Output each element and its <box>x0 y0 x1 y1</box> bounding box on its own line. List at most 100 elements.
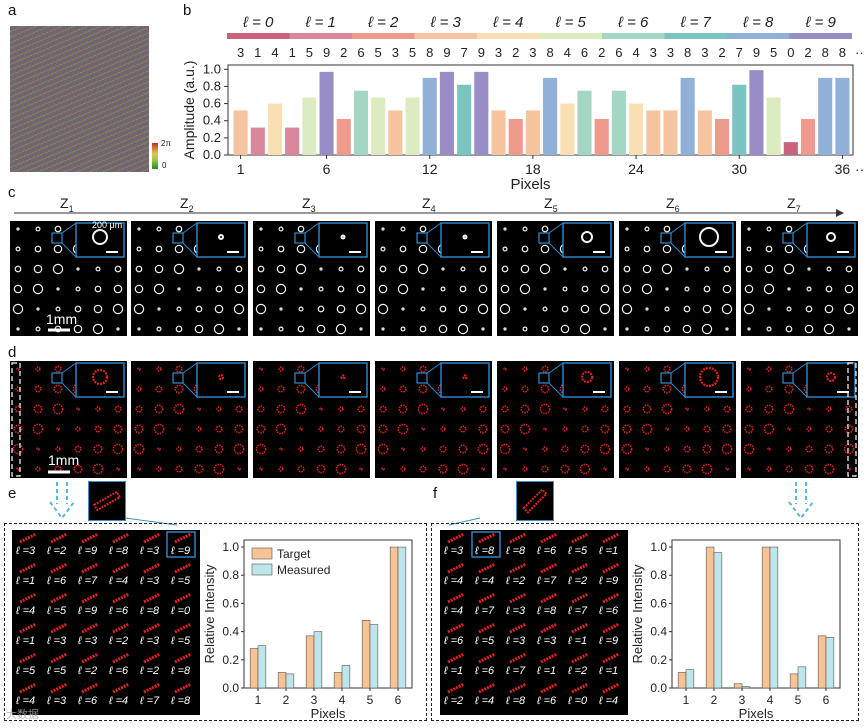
red-ring-spot <box>684 426 690 432</box>
ell-grid-label: ℓ =8 <box>139 605 160 617</box>
ell-value-label: 4 <box>632 45 639 60</box>
ring-spot <box>665 287 669 291</box>
ring-spot <box>377 303 389 315</box>
red-ring-spot <box>33 404 43 414</box>
red-ring-spot <box>35 366 41 372</box>
ell-value-label: 4 <box>271 45 278 60</box>
ell-grid-label: ℓ =1 <box>15 575 35 587</box>
bar <box>305 635 315 689</box>
red-ring-spot <box>137 367 141 371</box>
panel-label-f: f <box>433 485 438 502</box>
ring-spot <box>336 304 346 314</box>
red-ring-spot <box>175 365 183 373</box>
bar <box>302 97 317 155</box>
bar <box>800 119 816 155</box>
red-ring-spot <box>643 385 651 393</box>
red-ring-spot <box>276 404 286 414</box>
y-tick-label: 0.2 <box>222 653 239 667</box>
ell-grid-label: ℓ =8 <box>170 665 191 677</box>
ring-spot <box>520 264 530 274</box>
red-ring-spot <box>295 403 307 415</box>
ring-spot <box>235 265 243 273</box>
red-ring-spot <box>197 407 201 411</box>
ell-value-label: 9 <box>478 45 485 60</box>
red-mode-pattern <box>602 532 620 544</box>
ring-spot <box>582 266 588 272</box>
ell-label: ℓ = 9 <box>805 14 837 31</box>
ring-spot <box>581 285 589 293</box>
zoom-source-box <box>782 232 794 244</box>
ring-spot <box>53 244 63 254</box>
intensity-image-simulated <box>10 221 127 336</box>
x-ellipsis: ··· <box>855 161 865 177</box>
red-mode-pattern <box>112 682 130 694</box>
ring-spot <box>215 285 223 293</box>
ring-spot <box>481 327 485 331</box>
red-mode-pattern <box>81 562 99 574</box>
ring-spot <box>744 284 754 294</box>
red-ring-spot <box>279 447 283 451</box>
red-ring-spot <box>804 464 814 474</box>
inset-scalebar-label: 200 μm <box>92 220 123 230</box>
ell-label: ℓ = 4 <box>492 14 523 31</box>
zoom-source-box <box>294 232 306 244</box>
y-tick-label: 0.0 <box>222 681 239 695</box>
red-mode-pattern <box>478 682 496 694</box>
ell-grid-label: ℓ =6 <box>108 605 129 617</box>
ring-spot <box>621 303 633 315</box>
ell-grid-label: ℓ =6 <box>474 665 495 677</box>
legend-swatch <box>251 563 273 576</box>
red-ring-spot <box>785 365 793 373</box>
red-ring-spot <box>135 405 143 413</box>
ring-spot <box>94 285 102 293</box>
red-ring-spot <box>807 407 811 411</box>
intensity-image-measured <box>619 361 736 478</box>
ell-grid-label: ℓ =1 <box>536 665 556 677</box>
ring-spot <box>421 287 425 291</box>
ring-spot <box>275 283 287 295</box>
bar <box>341 665 351 689</box>
y-tick-label: 0.2 <box>203 130 221 145</box>
red-ring-spot <box>75 426 81 432</box>
red-ring-spot <box>787 427 791 431</box>
x-tick-label: 5 <box>367 693 374 707</box>
ell-grid-label: ℓ =6 <box>77 695 98 707</box>
red-mode-pattern <box>509 622 527 634</box>
plot-frame <box>227 64 854 156</box>
red-mode-pattern <box>19 562 37 574</box>
bar <box>818 77 833 155</box>
ring-spot <box>503 227 507 231</box>
red-mode-pattern <box>571 622 589 634</box>
ell-grid-label: ℓ =8 <box>108 545 129 557</box>
red-ring-spot <box>378 424 388 434</box>
ring-spot <box>56 287 60 291</box>
red-mode-pattern <box>509 592 527 604</box>
ring-spot <box>644 226 650 232</box>
ring-spot <box>824 304 834 314</box>
ring-spot <box>805 305 813 313</box>
ell-grid-label: ℓ =2 <box>139 665 159 677</box>
red-ring-spot <box>582 406 588 412</box>
ell-value-label: 3 <box>650 45 657 60</box>
red-ring-spot <box>843 443 855 455</box>
ell-strip-segment <box>664 33 727 39</box>
red-ring-spot <box>826 406 832 412</box>
ring-spot <box>662 244 672 254</box>
red-ring-spot <box>235 405 243 413</box>
red-ring-spot <box>76 407 80 411</box>
red-ring-spot <box>259 467 263 471</box>
zoom-connector <box>304 222 320 234</box>
bar <box>677 672 687 689</box>
red-ring-spot <box>298 446 304 452</box>
red-mode-pattern <box>602 562 620 574</box>
ring-spot <box>74 305 82 313</box>
ell-strip-segment <box>227 33 290 39</box>
ell-grid-label: ℓ =4 <box>15 605 35 617</box>
ell-grid-label: ℓ =2 <box>46 545 66 557</box>
intensity-image-simulated <box>375 221 492 336</box>
ring-spot <box>73 324 83 334</box>
red-ring-spot <box>703 425 711 433</box>
ring-spot <box>599 303 611 315</box>
ring-spot <box>400 226 406 232</box>
ring-spot <box>400 326 406 332</box>
